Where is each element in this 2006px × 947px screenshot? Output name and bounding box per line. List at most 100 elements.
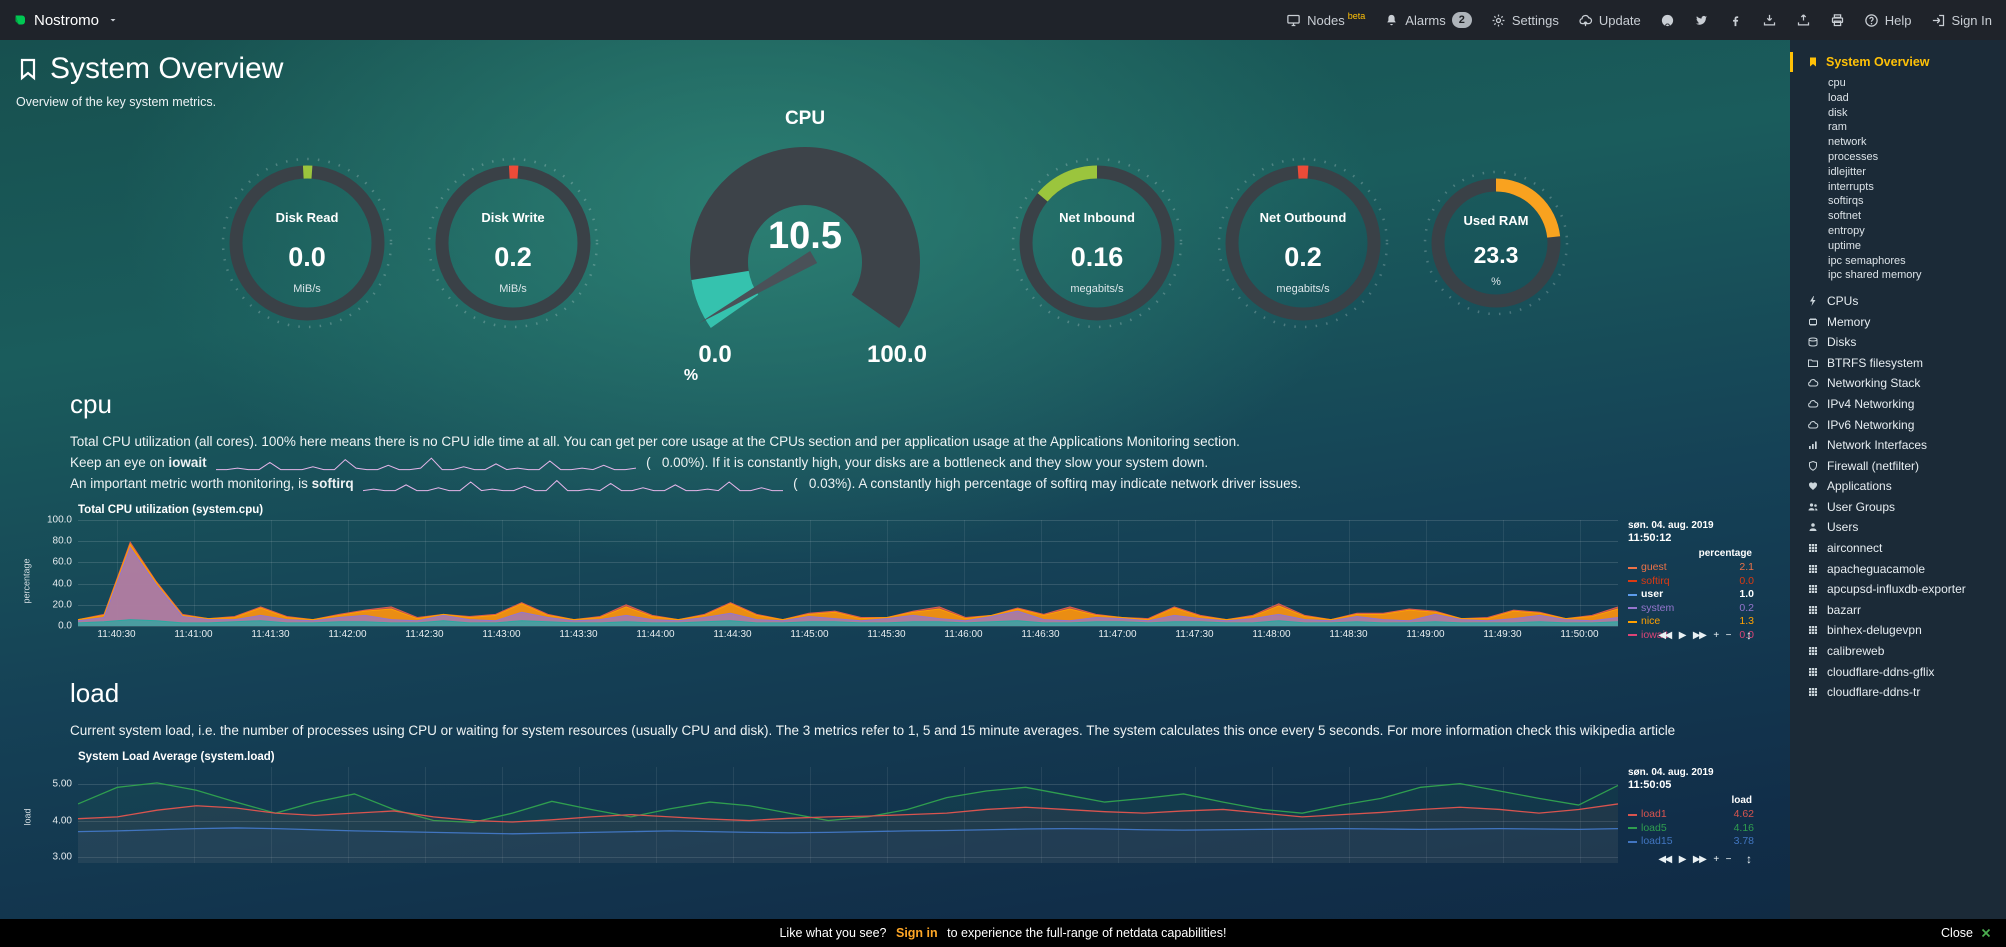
legend-row-guest[interactable]: guest 2.1 <box>1628 561 1754 575</box>
sidebar-sub-list: cpu load disk ram network processes idlejitter… <box>1790 76 2006 283</box>
gauges-row: Disk Read 0.0 MiB/s Disk Write 0.2 MiB/s CPU 10… <box>0 108 1790 382</box>
legend-row-iowait[interactable]: iowait 0.0 <box>1628 629 1754 643</box>
sidebar-sub-item-load[interactable]: load <box>1828 91 1849 104</box>
sidebar-item-network-interfaces[interactable]: Network Interfaces <box>1790 435 2006 456</box>
legend-row-user[interactable]: user 1.0 <box>1628 588 1754 602</box>
github-button[interactable] <box>1660 13 1675 28</box>
twitter-button[interactable] <box>1694 13 1709 28</box>
legend-row-softirq[interactable]: softirq 0.0 <box>1628 575 1754 589</box>
x-tick: 11:49:30 <box>1483 629 1522 640</box>
sidebar-item-memory[interactable]: Memory <box>1790 312 2006 333</box>
bookmark-outline-icon <box>16 55 40 83</box>
sidebar-item-bazarr[interactable]: bazarr <box>1790 600 2006 621</box>
sidebar-item-applications[interactable]: Applications <box>1790 477 2006 498</box>
legend-row-load5[interactable]: load5 4.16 <box>1628 822 1754 836</box>
update-button[interactable]: Update <box>1578 13 1641 28</box>
pan-right-button[interactable]: ▶▶ <box>1692 853 1707 865</box>
gauge-net-outbound[interactable]: Net Outbound 0.2 megabits/s <box>1215 155 1391 336</box>
zoom-in-button[interactable]: + <box>1713 853 1719 865</box>
gauge-cpu[interactable]: CPU 10.5 0.0 100.0% <box>645 108 965 382</box>
legend-row-load15[interactable]: load15 3.78 <box>1628 835 1754 849</box>
sidebar-item-label: Memory <box>1827 314 1871 329</box>
help-button[interactable]: Help <box>1864 13 1912 28</box>
node-selector[interactable]: Nostromo <box>14 12 119 29</box>
pan-left-button[interactable]: ◀◀ <box>1658 853 1672 865</box>
y-tick: 60.0 <box>52 556 72 568</box>
cpu-gauge-title: CPU <box>784 108 826 129</box>
nodes-button[interactable]: Nodes beta <box>1286 11 1365 28</box>
sidebar-sub-item-uptime[interactable]: uptime <box>1828 239 1862 252</box>
sidebar-sub-item-idlejitter[interactable]: idlejitter <box>1828 165 1866 178</box>
sidebar-item-ipv6-networking[interactable]: IPv6 Networking <box>1790 415 2006 436</box>
sidebar-sub-item-ipc-shared-memory[interactable]: ipc shared memory <box>1828 269 1922 282</box>
x-tick: 11:41:30 <box>251 629 290 640</box>
sidebar-sub-item-ipc-semaphores[interactable]: ipc semaphores <box>1828 254 1906 267</box>
sidebar-item-cloudflare-ddns-tr[interactable]: cloudflare-ddns-tr <box>1790 682 2006 703</box>
sidebar-sub-item-interrupts[interactable]: interrupts <box>1828 180 1874 193</box>
zoom-out-button[interactable]: − <box>1725 629 1732 641</box>
sidebar-item-btrfs-filesystem[interactable]: BTRFS filesystem <box>1790 353 2006 374</box>
sidebar-sub-item-entropy[interactable]: entropy <box>1828 224 1865 237</box>
gauge-disk-read[interactable]: Disk Read 0.0 MiB/s <box>219 155 395 336</box>
banner-close-button[interactable]: Close <box>1941 926 1992 940</box>
resize-handle[interactable]: ↕ <box>1746 628 1752 642</box>
pan-left-button[interactable]: ◀◀ <box>1658 629 1672 641</box>
sidebar-sub-item-softnet[interactable]: softnet <box>1828 210 1862 223</box>
sidebar-item-cpus[interactable]: CPUs <box>1790 291 2006 312</box>
page-subtitle: Overview of the key system metrics. <box>16 95 217 109</box>
sidebar-sub-item-disk[interactable]: disk <box>1828 106 1848 119</box>
signin-button[interactable]: Sign In <box>1931 13 1992 28</box>
y-axis-labels: 100.0 80.0 60.0 40.0 20.0 0.0 <box>34 515 78 632</box>
sidebar-sub-item-ram[interactable]: ram <box>1828 121 1847 134</box>
x-tick: 11:46:30 <box>1021 629 1060 640</box>
sidebar-sub-item-network[interactable]: network <box>1828 136 1867 149</box>
legend-row-load1[interactable]: load1 4.62 <box>1628 808 1754 822</box>
export-snapshot-button[interactable] <box>1796 13 1811 28</box>
gauge-disk-write[interactable]: Disk Write 0.2 MiB/s <box>425 155 601 336</box>
sidebar-sub-item-processes[interactable]: processes <box>1828 150 1879 163</box>
play-button[interactable]: ▶ <box>1678 853 1687 865</box>
alarms-button[interactable]: Alarms 2 <box>1384 12 1472 28</box>
svg-text:megabits/s: megabits/s <box>1276 283 1330 295</box>
pan-right-button[interactable]: ▶▶ <box>1692 629 1707 641</box>
resize-handle[interactable]: ↕ <box>1746 852 1752 866</box>
legend-rows: load1 4.62 load5 4.16 load15 3.78 <box>1628 808 1754 849</box>
sidebar-item-apacheguacamole[interactable]: apacheguacamole <box>1790 559 2006 580</box>
sidebar-item-binhex-delugevpn[interactable]: binhex-delugevpn <box>1790 621 2006 642</box>
x-tick: 11:47:30 <box>1175 629 1214 640</box>
settings-button[interactable]: Settings <box>1491 13 1559 28</box>
chart-plot-area[interactable] <box>78 520 1618 627</box>
sidebar-item-users[interactable]: Users <box>1790 518 2006 539</box>
banner-signin-link[interactable]: Sign in <box>895 926 938 940</box>
sidebar-item-apcupsd-influxdb-exporter[interactable]: apcupsd-influxdb-exporter <box>1790 579 2006 600</box>
chart-title: System Load Average (system.load) <box>78 751 275 763</box>
sidebar-item-system-overview[interactable]: System Overview <box>1790 52 2006 72</box>
sidebar-item-airconnect[interactable]: airconnect <box>1790 538 2006 559</box>
sidebar-item-disks[interactable]: Disks <box>1790 332 2006 353</box>
sidebar-item-label: Firewall (netfilter) <box>1827 458 1920 473</box>
cpu-utilization-chart: Total CPU utilization (system.cpu) perce… <box>20 504 1754 642</box>
gauge-net-inbound[interactable]: Net Inbound 0.16 megabits/s <box>1009 155 1185 336</box>
banner-text-post: to experience the full-range of netdata … <box>947 926 1227 940</box>
sidebar-sub-item-cpu[interactable]: cpu <box>1828 77 1846 89</box>
sidebar-item-user-groups[interactable]: User Groups <box>1790 497 2006 518</box>
sidebar-sub-item-softirqs[interactable]: softirqs <box>1828 195 1864 208</box>
import-snapshot-button[interactable] <box>1762 13 1777 28</box>
print-button[interactable] <box>1830 13 1845 28</box>
sidebar-item-firewall-netfilter-[interactable]: Firewall (netfilter) <box>1790 456 2006 477</box>
legend-row-nice[interactable]: nice 1.3 <box>1628 615 1754 629</box>
main-content: System Overview Overview of the key syst… <box>0 40 1790 947</box>
facebook-button[interactable] <box>1728 13 1743 28</box>
play-button[interactable]: ▶ <box>1678 629 1687 641</box>
gauge-used-ram[interactable]: Used RAM 23.3% <box>1421 168 1571 323</box>
sidebar-item-networking-stack[interactable]: Networking Stack <box>1790 374 2006 395</box>
sidebar-item-calibreweb[interactable]: calibreweb <box>1790 641 2006 662</box>
update-label: Update <box>1598 12 1641 28</box>
sidebar-item-cloudflare-ddns-gflix[interactable]: cloudflare-ddns-gflix <box>1790 662 2006 683</box>
x-axis-labels: 11:40:30 11:41:00 11:41:30 11:42:00 11:42:30… <box>78 629 1618 640</box>
legend-row-system[interactable]: system 0.2 <box>1628 602 1754 616</box>
chart-plot-area[interactable] <box>78 767 1618 863</box>
sidebar-item-ipv4-networking[interactable]: IPv4 Networking <box>1790 394 2006 415</box>
zoom-in-button[interactable]: + <box>1713 629 1719 641</box>
zoom-out-button[interactable]: − <box>1725 853 1732 865</box>
